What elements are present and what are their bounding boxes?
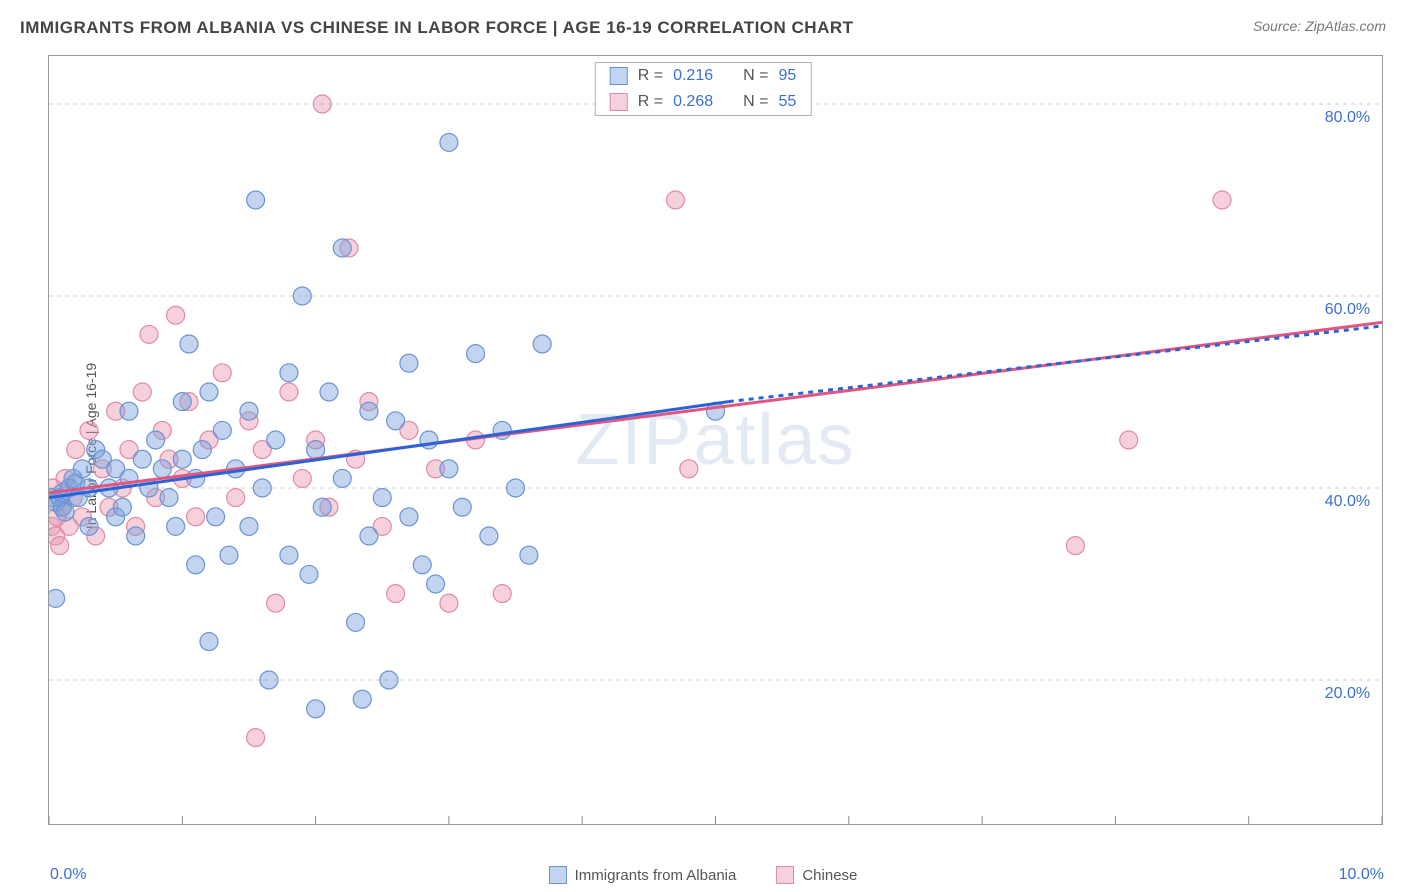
source-prefix: Source:: [1253, 18, 1305, 34]
swatch-blue-icon: [549, 866, 567, 884]
svg-text:60.0%: 60.0%: [1325, 301, 1370, 318]
svg-text:40.0%: 40.0%: [1325, 493, 1370, 510]
r-label: R =: [638, 93, 663, 111]
legend-item-blue: Immigrants from Albania: [549, 866, 737, 884]
svg-text:80.0%: 80.0%: [1325, 109, 1370, 126]
chart-title: IMMIGRANTS FROM ALBANIA VS CHINESE IN LA…: [20, 18, 854, 37]
r-label: R =: [638, 67, 663, 85]
swatch-pink-icon: [776, 866, 794, 884]
plot-area: 20.0%40.0%60.0%80.0% ZIPatlas: [48, 55, 1383, 825]
swatch-blue-icon: [610, 67, 628, 85]
r-value-blue: 0.216: [673, 67, 713, 85]
n-label: N =: [743, 93, 768, 111]
series-label-pink: Chinese: [802, 867, 857, 884]
legend-row-blue: R = 0.216 N = 95: [596, 63, 811, 89]
n-label: N =: [743, 67, 768, 85]
n-value-blue: 95: [778, 67, 796, 85]
scatter-svg: 20.0% 40.0% 60.0% 80.0%: [49, 56, 1382, 824]
svg-text:20.0%: 20.0%: [1325, 685, 1370, 702]
swatch-pink-icon: [610, 93, 628, 111]
series-label-blue: Immigrants from Albania: [575, 867, 737, 884]
legend-stats-box: R = 0.216 N = 95 R = 0.268 N = 55: [595, 62, 812, 116]
legend-item-pink: Chinese: [776, 866, 857, 884]
n-value-pink: 55: [778, 93, 796, 111]
r-value-pink: 0.268: [673, 93, 713, 111]
legend-row-pink: R = 0.268 N = 55: [596, 89, 811, 115]
source-attribution: Source: ZipAtlas.com: [1253, 18, 1386, 34]
legend-series-bottom: Immigrants from Albania Chinese: [0, 866, 1406, 884]
source-name: ZipAtlas.com: [1305, 18, 1386, 34]
